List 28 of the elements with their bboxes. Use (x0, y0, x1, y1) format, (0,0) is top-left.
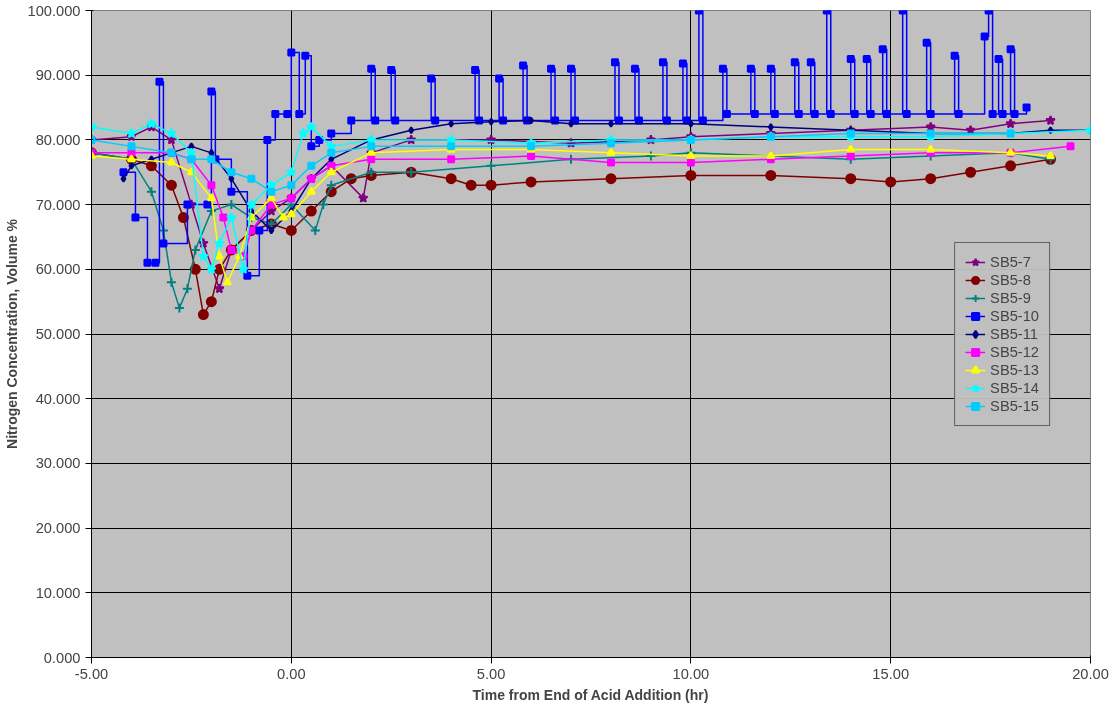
y-tick-label: 90.000 (35, 67, 81, 84)
y-tick-label: 10.000 (35, 584, 81, 601)
x-tick-label: -5.00 (74, 665, 109, 682)
x-tick-label: 0.00 (277, 665, 306, 682)
legend-label: SB5-11 (990, 324, 1038, 343)
legend-label: SB5-13 (990, 360, 1039, 379)
y-tick-label: 70.000 (35, 196, 81, 213)
x-axis-title: Time from End of Acid Addition (hr) (472, 686, 709, 703)
legend-label: SB5-7 (990, 252, 1031, 271)
x-tick-label: 15.00 (872, 665, 910, 682)
x-tick-label: 5.00 (476, 665, 506, 682)
legend-label: SB5-10 (990, 306, 1039, 325)
x-tick-label: 10.00 (672, 665, 710, 682)
legend-label: SB5-14 (990, 378, 1039, 397)
y-tick-label: 60.000 (35, 261, 81, 278)
legend-label: SB5-9 (990, 288, 1031, 307)
x-tick-label: 20.00 (1072, 665, 1109, 682)
y-tick-label: 20.000 (35, 520, 81, 537)
y-tick-label: 80.000 (35, 131, 81, 148)
y-axis-title: Nitrogen Concentration, Volume % (3, 218, 20, 449)
y-tick-label: 50.000 (35, 326, 81, 342)
y-tick-label: 0.000 (43, 649, 81, 666)
y-tick-label: 100.000 (27, 2, 81, 19)
legend-label: SB5-8 (990, 270, 1031, 289)
y-tick-label: 40.000 (35, 390, 81, 407)
legend-label: SB5-15 (990, 396, 1039, 415)
y-tick-label: 30.000 (35, 455, 81, 472)
legend-label: SB5-12 (990, 342, 1039, 361)
